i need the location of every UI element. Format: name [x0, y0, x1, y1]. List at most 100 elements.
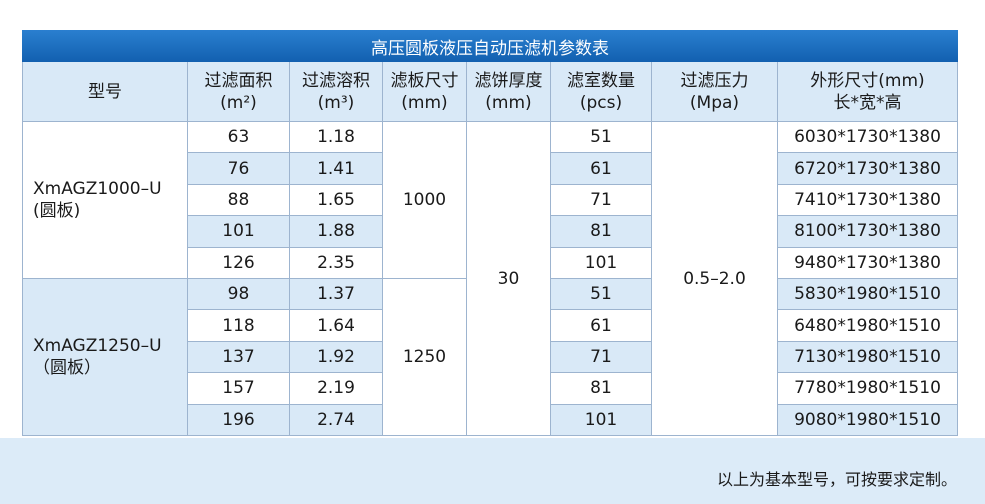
- cell-text: 2.35: [317, 252, 355, 273]
- cell-text: 51: [590, 127, 612, 148]
- cell-text: 1.92: [317, 346, 355, 367]
- header-cell: 外形尺寸(mm) 长*宽*高: [778, 62, 958, 122]
- area-cell: 118: [188, 310, 290, 342]
- cell-text: 9480*1730*1380: [794, 252, 941, 273]
- cell-text: (m³): [317, 92, 355, 113]
- footer-band: [0, 438, 985, 504]
- area-cell: 137: [188, 341, 290, 374]
- cell-text: 101: [222, 221, 255, 242]
- cell-text: 型号: [88, 81, 122, 102]
- count-cell: 61: [551, 310, 652, 342]
- cell-text: 61: [590, 158, 612, 179]
- cell-text: 6480*1980*1510: [794, 315, 941, 336]
- dimension-cell: 6480*1980*1510: [778, 310, 958, 342]
- cell-text: 6720*1730*1380: [794, 158, 941, 179]
- cell-text: 137: [222, 346, 255, 367]
- count-cell: 101: [551, 404, 652, 436]
- plate-cell: 1250: [383, 279, 467, 436]
- cell-text: 101: [584, 409, 618, 430]
- volume-cell: 1.64: [290, 310, 383, 342]
- cell-text: 1.64: [317, 315, 355, 336]
- cell-text: 滤板尺寸: [390, 70, 459, 91]
- area-cell: 76: [188, 153, 290, 185]
- cell-text: 长*宽*高: [833, 92, 902, 113]
- header-cell: 滤饼厚度 (mm): [467, 62, 551, 122]
- volume-cell: 1.18: [290, 122, 383, 154]
- cell-text: 过滤溶积: [302, 70, 370, 91]
- cell-text: 1.18: [317, 127, 355, 148]
- header-cell: 型号: [22, 62, 188, 122]
- volume-cell: 2.74: [290, 404, 383, 436]
- cell-text: (Mpa): [689, 92, 740, 113]
- header-cell: 滤板尺寸 (mm): [383, 62, 467, 122]
- dimension-cell: 9480*1730*1380: [778, 247, 958, 279]
- cell-text: (pcs): [579, 92, 623, 113]
- count-cell: 71: [551, 184, 652, 217]
- cell-text: 81: [590, 378, 612, 399]
- cell-text: (圆板): [33, 201, 81, 221]
- cell-text: 1.88: [317, 221, 355, 242]
- cell-text: XmAGZ1250–U: [33, 336, 162, 356]
- cell-text: 7410*1730*1380: [794, 189, 941, 210]
- cell-text: 1000: [402, 190, 447, 210]
- cell-text: 过滤压力: [680, 70, 749, 91]
- area-cell: 196: [188, 404, 290, 436]
- dimension-cell: 7410*1730*1380: [778, 184, 958, 217]
- volume-cell: 1.92: [290, 341, 383, 374]
- table-title: 高压圆板液压自动压滤机参数表: [22, 30, 958, 62]
- dimension-cell: 9080*1980*1510: [778, 404, 958, 436]
- count-cell: 71: [551, 341, 652, 374]
- plate-cell: 1000: [383, 122, 467, 279]
- cell-text: 6030*1730*1380: [794, 127, 941, 148]
- pressure-cell: 0.5–2.0: [652, 122, 778, 436]
- cell-text: 157: [222, 378, 255, 399]
- count-cell: 81: [551, 216, 652, 248]
- area-cell: 63: [188, 122, 290, 154]
- volume-cell: 1.88: [290, 216, 383, 248]
- dimension-cell: 8100*1730*1380: [778, 216, 958, 248]
- volume-cell: 2.19: [290, 373, 383, 405]
- cell-text: 30: [497, 268, 520, 289]
- cell-text: 9080*1980*1510: [794, 409, 941, 430]
- cell-text: 63: [227, 127, 250, 148]
- count-cell: 51: [551, 279, 652, 311]
- volume-cell: 1.65: [290, 184, 383, 217]
- thickness-cell: 30: [467, 122, 551, 436]
- cell-text: 118: [222, 315, 255, 336]
- cell-text: 2.74: [317, 409, 355, 430]
- cell-text: (m²): [220, 92, 257, 113]
- count-cell: 101: [551, 247, 652, 279]
- area-cell: 101: [188, 216, 290, 248]
- count-cell: 51: [551, 122, 652, 154]
- cell-text: 81: [590, 221, 612, 242]
- cell-text: 1.37: [317, 284, 355, 305]
- cell-text: 过滤面积: [204, 70, 273, 91]
- area-cell: 88: [188, 184, 290, 217]
- cell-text: 7130*1980*1510: [794, 346, 941, 367]
- dimension-cell: 6720*1730*1380: [778, 153, 958, 185]
- cell-text: 1.41: [317, 158, 355, 179]
- cell-text: 88: [227, 189, 250, 210]
- model-cell: XmAGZ1000–U (圆板): [22, 122, 188, 279]
- volume-cell: 2.35: [290, 247, 383, 279]
- dimension-cell: 6030*1730*1380: [778, 122, 958, 154]
- volume-cell: 1.41: [290, 153, 383, 185]
- cell-text: 51: [590, 284, 612, 305]
- dimension-cell: 7780*1980*1510: [778, 373, 958, 405]
- header-cell: 过滤压力 (Mpa): [652, 62, 778, 122]
- cell-text: 2.19: [317, 378, 355, 399]
- cell-text: 71: [590, 346, 612, 367]
- cell-text: 1.65: [317, 189, 355, 210]
- header-cell: 过滤面积 (m²): [188, 62, 290, 122]
- cell-text: 101: [584, 252, 618, 273]
- cell-text: (mm): [485, 92, 532, 113]
- dimension-cell: 5830*1980*1510: [778, 279, 958, 311]
- cell-text: 1250: [402, 347, 447, 367]
- area-cell: 98: [188, 279, 290, 311]
- cell-text: 滤室数量: [567, 70, 635, 91]
- cell-text: (mm): [401, 92, 448, 113]
- cell-text: 8100*1730*1380: [794, 221, 941, 242]
- cell-text: 98: [227, 284, 250, 305]
- volume-cell: 1.37: [290, 279, 383, 311]
- header-cell: 过滤溶积 (m³): [290, 62, 383, 122]
